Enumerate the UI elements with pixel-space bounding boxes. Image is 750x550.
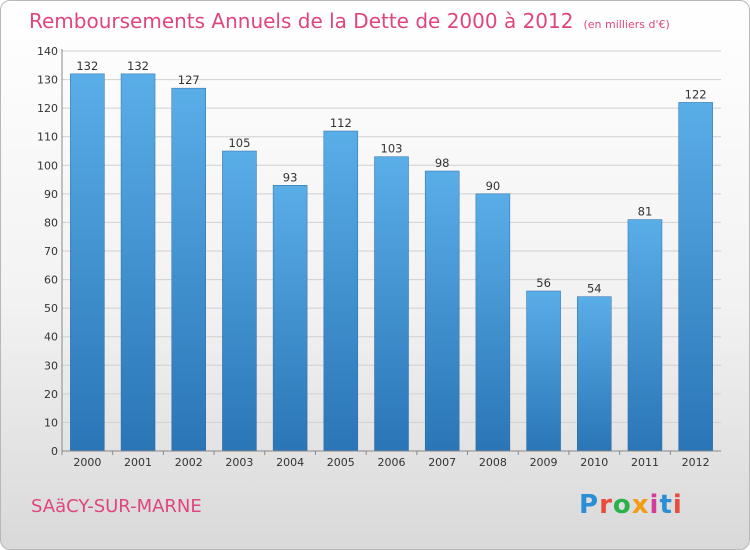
x-tick-label: 2003 [225,456,253,469]
x-tick-label: 2010 [580,456,608,469]
x-tick-label: 2009 [530,456,558,469]
x-tick-label: 2011 [631,456,659,469]
y-tick-label: 30 [44,359,58,372]
logo-letter: r [599,490,613,520]
logo-letter: x [631,490,650,520]
x-tick-label: 2001 [124,456,152,469]
y-tick-label: 140 [37,45,58,58]
y-tick-label: 130 [37,74,58,87]
logo-letter: i [672,490,683,520]
logo-letter: t [659,490,673,520]
y-tick-label: 0 [51,445,58,458]
y-tick-label: 100 [37,159,58,172]
data-label-2009: 56 [536,276,551,290]
x-tick-label: 2000 [73,456,101,469]
bar-2003 [222,150,257,452]
bar-2001 [120,73,156,452]
logo-letter: i [649,490,660,520]
y-tick-label: 20 [44,388,58,401]
commune-name: SAäCY-SUR-MARNE [31,496,202,517]
data-label-2012: 122 [685,87,707,101]
x-tick-label: 2004 [276,456,304,469]
title-main: Remboursements Annuels de la Dette de 20… [29,9,574,33]
bar-2006 [374,156,409,452]
data-label-2007: 98 [435,156,450,170]
data-label-2000: 132 [76,59,98,73]
data-label-2002: 127 [178,73,200,87]
y-tick-label: 10 [44,416,58,429]
data-label-2011: 81 [638,205,653,219]
bar-2005 [323,130,359,452]
bar-2007 [424,170,460,452]
data-label-2004: 93 [283,170,298,184]
x-tick-label: 2012 [682,456,710,469]
bar-2004 [272,185,308,452]
x-tick-label: 2002 [175,456,203,469]
data-label-2006: 103 [381,142,403,156]
data-label-2008: 90 [486,179,501,193]
x-tick-label: 2006 [378,456,406,469]
y-tick-label: 40 [44,331,58,344]
chart-title: Remboursements Annuels de la Dette de 20… [29,9,670,33]
title-unit: (en milliers d'€) [583,18,670,31]
y-tick-label: 50 [44,302,58,315]
data-label-2010: 54 [587,282,602,296]
y-tick-label: 60 [44,274,58,287]
y-tick-label: 80 [44,216,58,229]
axes: 0 10 20 30 40 50 60 70 80 90 100 110 120 130 140 2000 20… [37,45,721,469]
logo-letter: P [579,490,600,520]
y-tick-label: 90 [44,188,58,201]
bar-2009 [526,290,561,452]
y-tick-label: 120 [37,102,58,115]
data-label-2001: 132 [127,59,149,73]
logo-letter: o [612,490,632,520]
data-label-2003: 105 [228,136,250,150]
bar-2002 [171,87,206,452]
x-tick-label: 2005 [327,456,355,469]
bars: 132 132 127 105 93 112 103 98 90 56 54 81 122 [70,59,713,452]
bar-2000 [70,73,105,452]
bar-2010 [577,296,612,452]
y-tick-label: 70 [44,245,58,258]
bar-2012 [678,102,713,452]
data-label-2005: 112 [330,116,352,130]
x-tick-label: 2008 [479,456,507,469]
bar-2011 [627,219,663,452]
bar-2008 [475,193,511,452]
x-tick-label: 2007 [428,456,456,469]
y-tick-label: 110 [37,131,58,144]
proxiti-logo: Proxiti [579,490,683,520]
